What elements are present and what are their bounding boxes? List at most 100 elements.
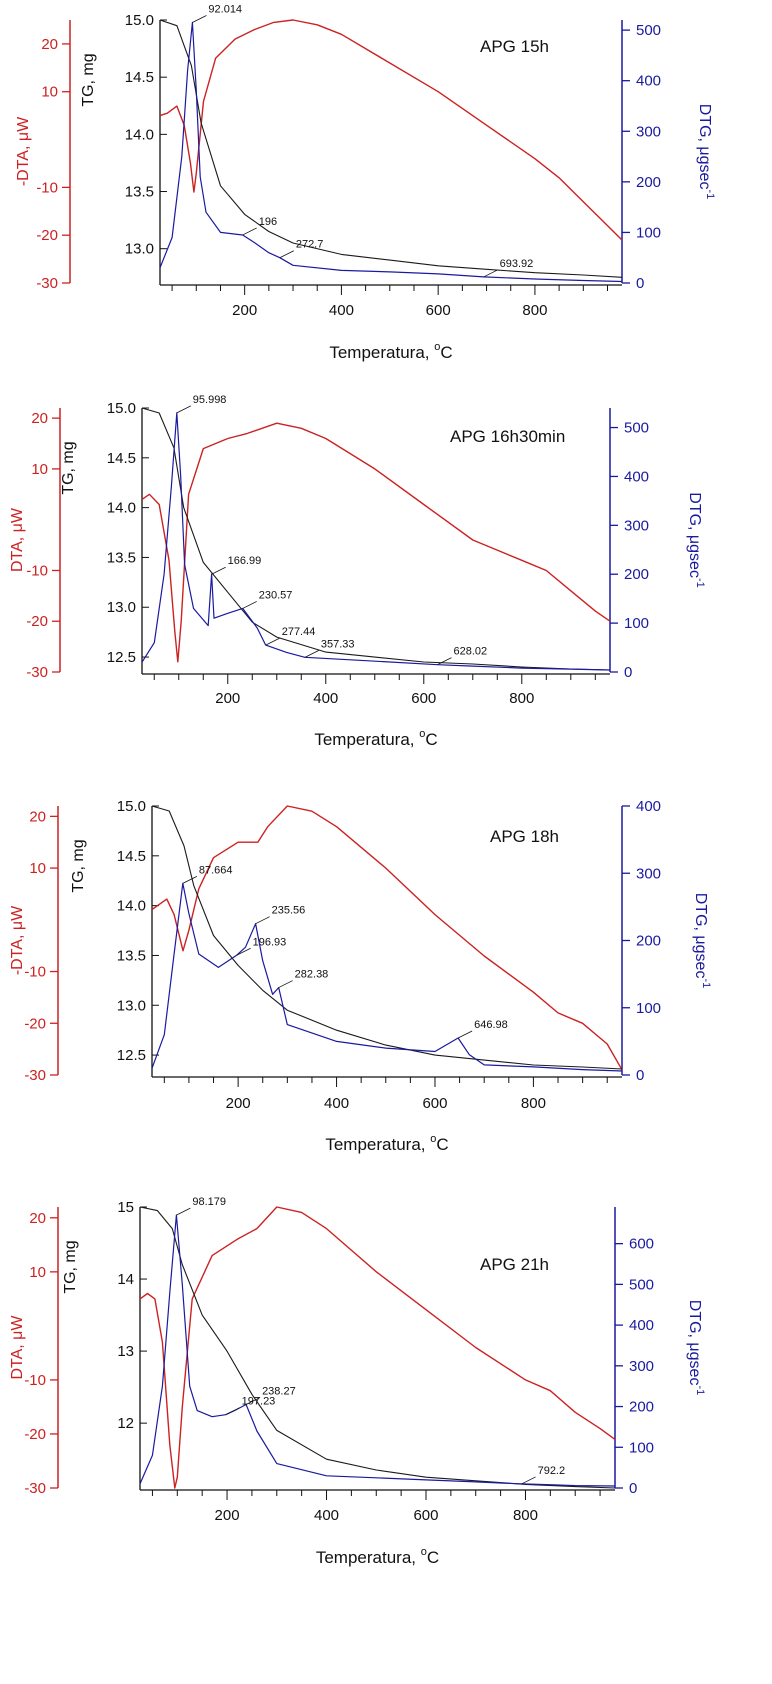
dtg-series-line	[151, 882, 623, 1072]
tg-tick-label: 13.0	[107, 599, 136, 616]
tg-axis-title: TG, mg	[62, 1240, 79, 1293]
x-axis-title-text: Temperatura,	[325, 1135, 430, 1154]
dta-tick-label: -30	[36, 275, 58, 292]
dtg-axis-title: DTG, μgsec-1	[696, 104, 716, 199]
dtg-tick-label: 0	[636, 1067, 644, 1084]
dtg-axis-title-sup: -1	[694, 578, 706, 588]
dtg-axis-title-text: DTG, μgsec	[696, 104, 713, 190]
tg-tick-label: 13.5	[107, 549, 136, 566]
dtg-tick-label: 300	[629, 1358, 654, 1375]
annotation-leader	[236, 947, 251, 956]
tg-tick-label: 13	[117, 1343, 134, 1360]
tg-tick-label: 14.0	[125, 126, 154, 143]
tg-axis-title: TG, mg	[60, 441, 77, 494]
x-axis-title-unit: C	[425, 730, 437, 749]
x-tick-label: 800	[522, 302, 547, 319]
tg-tick-label: 14.0	[107, 500, 136, 517]
dta-axis-title: DTA, μW	[9, 507, 26, 572]
dta-series-line	[151, 805, 623, 1071]
dta-axis-title: DTA, μW	[9, 1315, 26, 1380]
dtg-tick-label: 200	[636, 933, 661, 950]
dtg-tick-label: 400	[624, 468, 649, 485]
dtg-axis-title-sup: -1	[700, 978, 712, 988]
dtg-tick-label: 100	[636, 1000, 661, 1017]
dtg-axis-title: DTG, μgsec-1	[686, 492, 706, 587]
tg-tick-label: 12.5	[107, 649, 136, 666]
x-axis-title-text: Temperatura,	[316, 1548, 421, 1567]
annotation-label: 282.38	[295, 969, 329, 981]
dta-tick-label: -30	[24, 1480, 46, 1497]
dtg-tick-label: 400	[636, 73, 661, 90]
annotation-leader	[255, 916, 270, 925]
tg-tick-label: 15.0	[117, 798, 146, 815]
tg-tick-label: 14.0	[117, 898, 146, 915]
panel-title: APG 15h	[480, 37, 549, 56]
dtg-tick-label: 0	[624, 664, 632, 681]
x-axis-title-degree: o	[421, 1546, 427, 1558]
x-axis-title-degree: o	[419, 728, 425, 740]
dta-axis-title: -DTA, μW	[15, 116, 32, 186]
dtg-tick-label: 100	[636, 224, 661, 241]
dta-tick-label: 10	[29, 860, 46, 877]
dta-tick-label: -10	[24, 1372, 46, 1389]
panel-title: APG 16h30min	[450, 427, 565, 446]
dtg-tick-label: 300	[636, 865, 661, 882]
x-axis-title: Temperatura, oC	[314, 728, 437, 749]
dtg-tick-label: 600	[629, 1236, 654, 1253]
tg-series-line	[159, 19, 623, 278]
annotation-label: 235.56	[272, 905, 306, 917]
annotation-leader	[225, 1407, 240, 1416]
annotation-leader	[242, 601, 257, 609]
annotation-leader	[278, 980, 293, 988]
annotation-leader	[437, 657, 452, 666]
dtg-tick-label: 300	[636, 123, 661, 140]
dtg-axis-title-text: DTG, μgsec	[686, 1300, 703, 1386]
dta-tick-label: 10	[29, 1264, 46, 1281]
annotation-label: 197.23	[242, 1396, 276, 1408]
x-tick-label: 400	[313, 690, 338, 707]
annotation-label: 693.92	[500, 258, 534, 270]
annotation-label: 628.02	[454, 646, 488, 658]
annotation-leader	[176, 1207, 191, 1216]
dtg-tick-label: 200	[624, 566, 649, 583]
dtg-axis-title-sup: -1	[694, 1385, 706, 1395]
tg-series-line	[139, 1206, 616, 1489]
annotation-label: 277.44	[282, 626, 316, 638]
annotation-label: 196.93	[253, 936, 287, 948]
tg-tick-label: 13.5	[125, 184, 154, 201]
dta-tick-label: 20	[29, 808, 46, 825]
dtg-series-line	[141, 412, 611, 671]
dtg-tick-label: 200	[629, 1399, 654, 1416]
dtg-tick-label: 500	[624, 420, 649, 437]
x-axis-title-unit: C	[440, 343, 452, 362]
dta-tick-label: 20	[31, 410, 48, 427]
annotation-label: 357.33	[321, 638, 355, 650]
dtg-tick-label: 500	[636, 22, 661, 39]
dta-series-line	[139, 1206, 616, 1489]
tg-tick-label: 15.0	[107, 400, 136, 417]
dta-tick-label: -20	[26, 613, 48, 630]
dta-tick-label: -10	[36, 179, 58, 196]
tg-tick-label: 14.5	[125, 69, 154, 86]
tg-tick-label: 13.0	[117, 997, 146, 1014]
tg-axis-title: TG, mg	[80, 53, 97, 106]
tg-tick-label: 15	[117, 1199, 134, 1216]
annotation-leader	[242, 227, 257, 236]
dtg-axis-title-text: DTG, μgsec	[692, 893, 709, 979]
tg-tick-label: 13.0	[125, 241, 154, 258]
tg-tick-label: 14.5	[107, 450, 136, 467]
dtg-axis-title: DTG, μgsec-1	[692, 893, 712, 988]
tg-tick-label: 14.5	[117, 848, 146, 865]
annotation-label: 98.179	[192, 1196, 226, 1208]
x-tick-label: 400	[329, 302, 354, 319]
dtg-tick-label: 300	[624, 517, 649, 534]
dta-tick-label: -10	[24, 964, 46, 981]
dta-tick-label: -20	[24, 1426, 46, 1443]
tg-axis-title: TG, mg	[70, 839, 87, 892]
dta-tick-label: 20	[41, 36, 58, 53]
tg-tick-label: 14	[117, 1271, 134, 1288]
annotation-label: 792.2	[538, 1465, 566, 1477]
